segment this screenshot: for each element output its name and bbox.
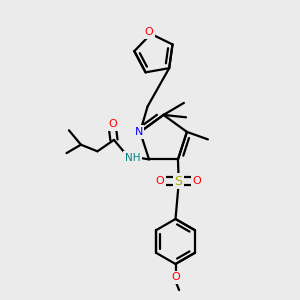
Text: NH: NH <box>125 153 140 163</box>
Text: S: S <box>175 175 183 188</box>
Text: O: O <box>193 176 202 186</box>
Text: O: O <box>156 176 164 186</box>
Text: O: O <box>171 272 180 283</box>
Text: O: O <box>145 27 153 38</box>
Text: O: O <box>108 119 117 129</box>
Text: N: N <box>134 127 143 137</box>
